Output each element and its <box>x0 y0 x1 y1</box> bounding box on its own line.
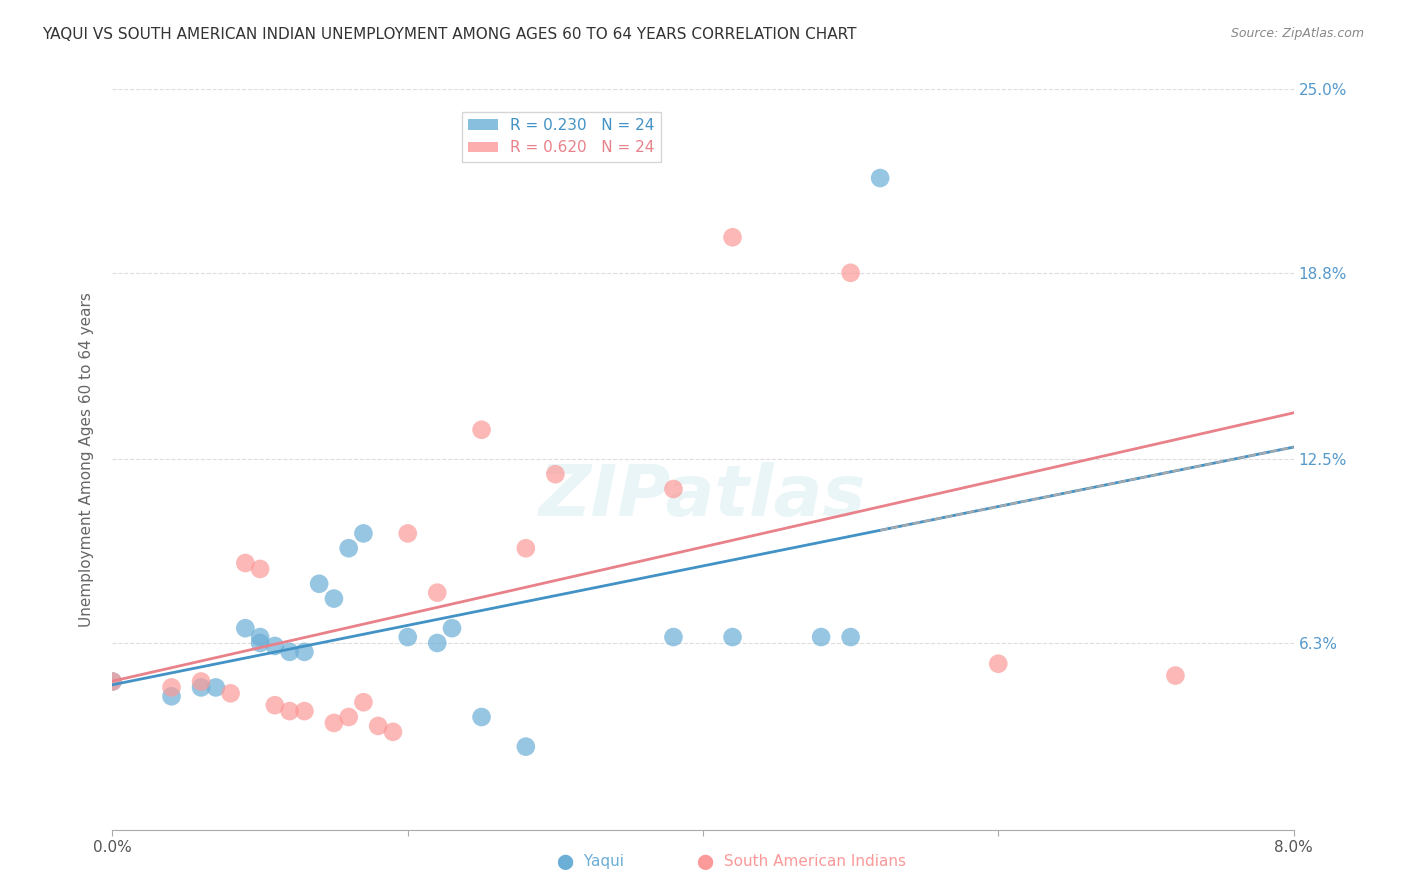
Point <box>869 171 891 186</box>
Point <box>367 719 389 733</box>
Point <box>441 621 464 635</box>
Point <box>721 630 744 644</box>
Text: ⬤  Yaqui: ⬤ Yaqui <box>557 854 624 870</box>
Point <box>515 739 537 754</box>
Point <box>426 585 449 599</box>
Point <box>264 698 287 713</box>
Point <box>308 576 330 591</box>
Point <box>471 423 494 437</box>
Point <box>292 704 315 718</box>
Point <box>292 645 315 659</box>
Point <box>382 724 405 739</box>
Point <box>396 526 419 541</box>
Point <box>839 266 862 280</box>
Point <box>337 710 360 724</box>
Text: Source: ZipAtlas.com: Source: ZipAtlas.com <box>1230 27 1364 40</box>
Point <box>515 541 537 556</box>
Point <box>352 526 374 541</box>
Point <box>190 681 212 695</box>
Point <box>249 562 271 576</box>
Point <box>323 591 346 606</box>
Point <box>721 230 744 244</box>
Point <box>205 681 228 695</box>
Point <box>160 690 183 704</box>
Point <box>662 630 685 644</box>
Point <box>1164 668 1187 682</box>
Point <box>839 630 862 644</box>
Point <box>337 541 360 556</box>
Point <box>278 645 301 659</box>
Point <box>396 630 419 644</box>
Point <box>249 636 271 650</box>
Point <box>249 630 271 644</box>
Point <box>101 674 124 689</box>
Point <box>352 695 374 709</box>
Text: ⬤  South American Indians: ⬤ South American Indians <box>697 854 905 870</box>
Point <box>662 482 685 496</box>
Point <box>219 686 242 700</box>
Point <box>987 657 1010 671</box>
Point <box>264 639 287 653</box>
Point <box>810 630 832 644</box>
Point <box>426 636 449 650</box>
Point <box>471 710 494 724</box>
Point <box>544 467 567 482</box>
Point <box>160 681 183 695</box>
Point <box>190 674 212 689</box>
Point <box>233 556 256 570</box>
Y-axis label: Unemployment Among Ages 60 to 64 years: Unemployment Among Ages 60 to 64 years <box>79 292 94 627</box>
Text: YAQUI VS SOUTH AMERICAN INDIAN UNEMPLOYMENT AMONG AGES 60 TO 64 YEARS CORRELATIO: YAQUI VS SOUTH AMERICAN INDIAN UNEMPLOYM… <box>42 27 856 42</box>
Point <box>101 674 124 689</box>
Point <box>233 621 256 635</box>
Point <box>323 715 346 730</box>
Legend: R = 0.230   N = 24, R = 0.620   N = 24: R = 0.230 N = 24, R = 0.620 N = 24 <box>461 112 661 161</box>
Point <box>278 704 301 718</box>
Text: ZIPatlas: ZIPatlas <box>540 462 866 531</box>
